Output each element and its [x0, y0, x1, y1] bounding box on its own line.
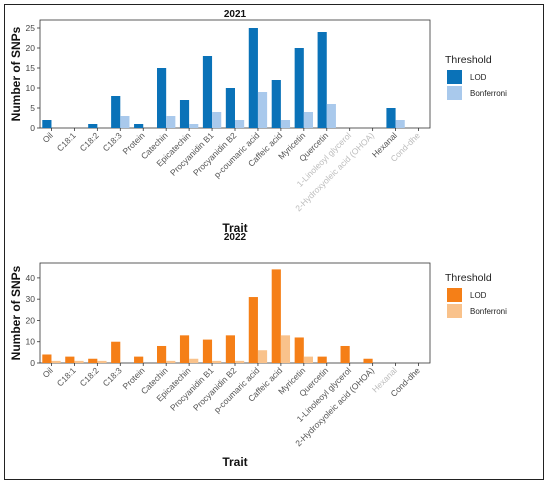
bar-LOD-C18:2	[88, 358, 98, 363]
bar-Bonferroni-Hexanal	[395, 120, 405, 128]
bar-LOD-p-coumaric acid	[248, 297, 258, 363]
bar-LOD-Catechin	[157, 68, 167, 128]
x-axis-label: Trait	[222, 221, 247, 235]
bar-Bonferroni-Oil	[51, 360, 61, 363]
bar-LOD-Catechin	[157, 345, 167, 363]
bar-LOD-p-coumaric acid	[248, 28, 258, 128]
bar-LOD-Oil	[42, 354, 52, 363]
legend: Threshold LOD Bonferroni	[445, 54, 507, 100]
bar-LOD-Quercetin	[317, 32, 327, 128]
bar-LOD-Procyanidin B1	[202, 339, 213, 363]
y-tick-label: 0	[30, 123, 35, 133]
bar-LOD-C18:1	[65, 356, 75, 363]
legend-label-Bonferroni: Bonferroni	[470, 307, 507, 316]
bar-LOD-Hexanal	[386, 108, 396, 128]
legend: Threshold LOD Bonferroni	[445, 272, 507, 318]
x-tick-label: C18:2	[78, 130, 101, 153]
bar-LOD-Protein	[134, 124, 144, 128]
y-tick-label: 5	[30, 103, 35, 113]
bar-Bonferroni-Procyanidin B2	[235, 360, 245, 363]
bar-Bonferroni-Catechin	[166, 360, 176, 363]
legend-swatch-LOD	[447, 288, 462, 302]
y-tick-label: 10	[26, 83, 36, 93]
y-tick-label: 40	[26, 273, 36, 283]
y-tick-label: 0	[30, 358, 35, 368]
bar-Bonferroni-Epicatechin	[189, 124, 199, 128]
legend-label-Bonferroni: Bonferroni	[470, 89, 507, 98]
bar-LOD-Quercetin	[317, 356, 327, 363]
bar-Bonferroni-Myricetin	[303, 356, 313, 363]
bar-LOD-1-Linoleoyl glycerol	[340, 345, 350, 363]
legend-swatch-Bonferroni	[447, 86, 462, 100]
bar-LOD-C18:2	[88, 124, 98, 128]
bar-Bonferroni-C18:3	[120, 116, 130, 128]
x-tick-label: C18:2	[78, 365, 101, 388]
y-tick-label: 25	[26, 23, 36, 33]
bar-LOD-Myricetin	[294, 337, 304, 363]
bar-LOD-Procyanidin B1	[202, 56, 213, 128]
bar-LOD-Procyanidin B2	[225, 88, 235, 128]
bar-LOD-C18:3	[111, 96, 121, 128]
bar-Bonferroni-Quercetin	[326, 104, 336, 128]
legend-swatch-LOD	[447, 70, 462, 84]
legend-label-LOD: LOD	[470, 291, 487, 300]
y-tick-label: 10	[26, 337, 36, 347]
x-axis-label: Trait	[222, 455, 247, 469]
x-tick-label: C18:1	[55, 365, 78, 388]
chart-title: 2021	[224, 9, 247, 20]
y-tick-label: 15	[26, 63, 36, 73]
bar-LOD-Procyanidin B2	[225, 335, 235, 363]
chart-title: 2022	[224, 232, 247, 243]
y-tick-label: 20	[26, 315, 36, 325]
bar-Bonferroni-p-coumaric acid	[257, 92, 268, 128]
bar-Bonferroni-C18:1	[74, 360, 84, 363]
bar-LOD-Protein	[134, 356, 144, 363]
bar-Bonferroni-Epicatechin	[189, 358, 199, 363]
bar-Bonferroni-Myricetin	[303, 112, 313, 128]
bar-LOD-Caffeic acid	[271, 80, 281, 128]
y-axis-label: Number of SNPs	[9, 26, 23, 121]
bar-LOD-Epicatechin	[179, 100, 190, 128]
bar-LOD-C18:3	[111, 341, 121, 363]
x-tick-label: C18:1	[55, 130, 78, 153]
bar-Bonferroni-p-coumaric acid	[257, 350, 268, 363]
y-tick-label: 30	[26, 294, 36, 304]
bar-Bonferroni-Catechin	[166, 116, 176, 128]
legend-swatch-Bonferroni	[447, 304, 462, 318]
bar-LOD-2-Hydroxyoleic acid (OHOA)	[363, 358, 373, 363]
y-axis-label: Number of SNPs	[9, 265, 23, 360]
bar-Bonferroni-Procyanidin B1	[212, 112, 222, 128]
bar-LOD-Epicatechin	[179, 335, 190, 363]
legend-title: Threshold	[445, 272, 492, 284]
bar-LOD-Oil	[42, 120, 52, 128]
y-tick-label: 20	[26, 43, 36, 53]
bar-LOD-Caffeic acid	[271, 269, 281, 363]
bar-Bonferroni-Caffeic acid	[280, 335, 291, 363]
bar-Bonferroni-C18:2	[97, 360, 107, 363]
x-tick-label: Oil	[40, 365, 54, 379]
bar-LOD-Myricetin	[294, 48, 304, 128]
x-tick-label: Oil	[40, 130, 54, 144]
bar-Bonferroni-Procyanidin B1	[212, 360, 222, 363]
bar-Bonferroni-Procyanidin B2	[235, 120, 245, 128]
bar-Bonferroni-Caffeic acid	[280, 120, 291, 128]
legend-title: Threshold	[445, 54, 492, 66]
legend-label-LOD: LOD	[470, 73, 487, 82]
